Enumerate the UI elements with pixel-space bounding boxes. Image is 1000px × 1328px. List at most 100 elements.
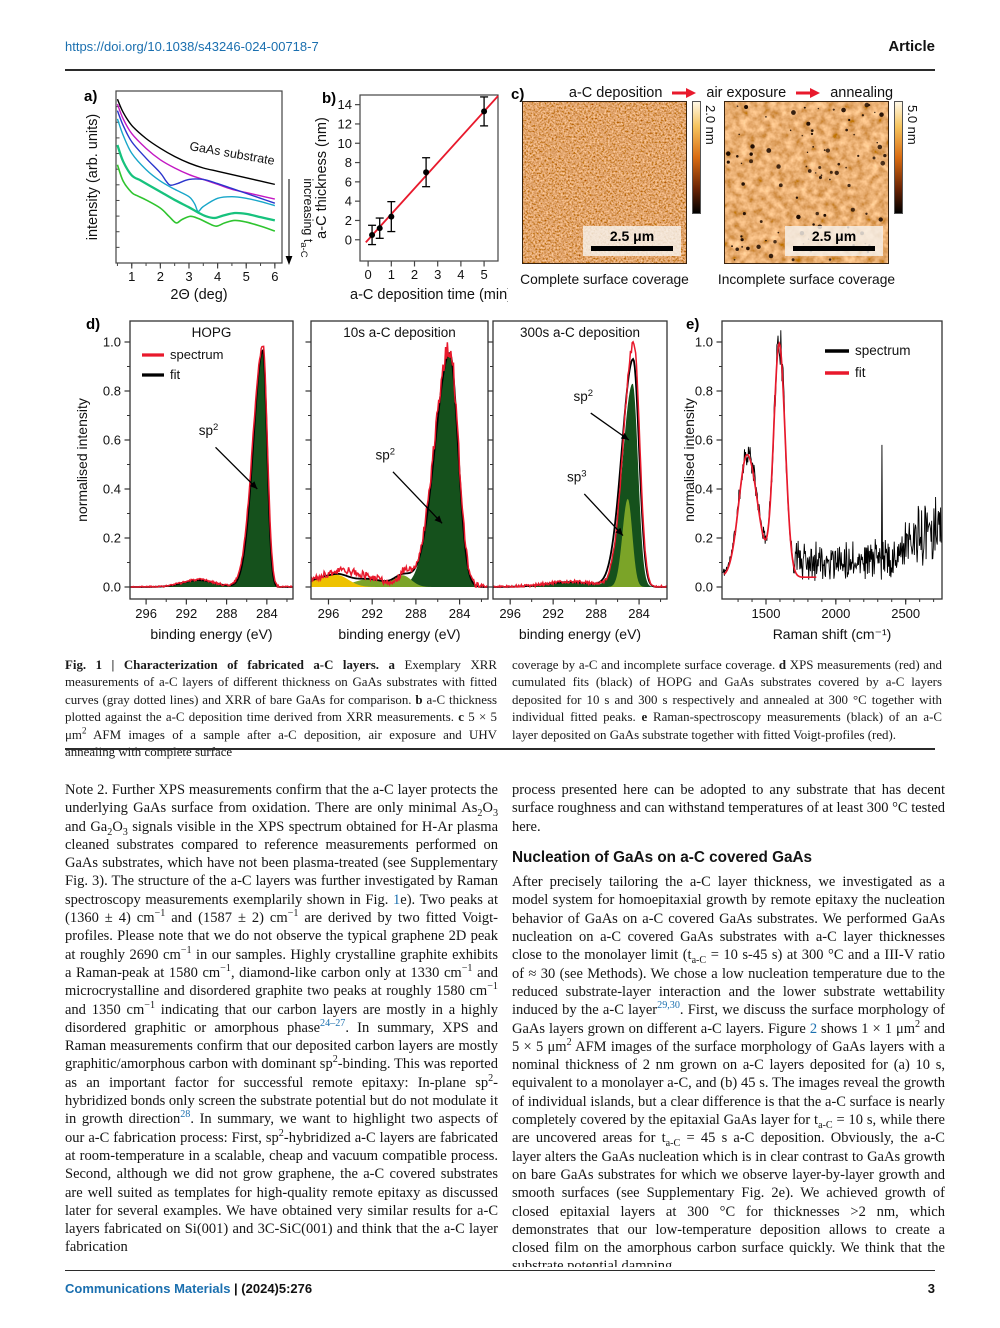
series-thick-5 (116, 164, 276, 232)
svg-text:0.8: 0.8 (103, 384, 121, 399)
afm-image-complete-coverage: 2.5 μm (522, 101, 687, 264)
svg-text:296: 296 (318, 606, 340, 621)
svg-text:0.0: 0.0 (103, 580, 121, 595)
svg-text:8: 8 (345, 155, 352, 170)
svg-text:spectrum: spectrum (170, 347, 223, 362)
figure-caption-right: coverage by a-C and incomplete surface c… (512, 658, 942, 742)
svg-text:0.2: 0.2 (695, 531, 713, 546)
panel-c-afm: a-C deposition air exposure annealing 2.… (510, 85, 942, 313)
svg-text:binding energy (eV): binding energy (eV) (338, 626, 460, 642)
fitted-peak-fill (130, 350, 293, 587)
svg-text:6: 6 (271, 269, 278, 284)
scale-bar: 2.5 μm (583, 226, 681, 256)
svg-text:fit: fit (170, 367, 181, 382)
panel-c-label: c) (511, 86, 525, 103)
process-step-annealing: annealing (830, 85, 894, 101)
series-thick-4 (116, 144, 276, 222)
footer: Communications Materials | (2024)5:276 3 (65, 1281, 935, 1296)
svg-text:2Θ (deg): 2Θ (deg) (170, 287, 227, 303)
svg-text:5: 5 (480, 267, 487, 282)
svg-text:binding energy (eV): binding energy (eV) (519, 626, 641, 642)
svg-text:296: 296 (499, 606, 521, 621)
svg-text:3: 3 (434, 267, 441, 282)
height-colorbar (894, 101, 903, 214)
doi-link[interactable]: https://doi.org/10.1038/s43246-024-00718… (65, 39, 319, 54)
linear-fit (365, 95, 499, 243)
voigt-fit-line (723, 341, 817, 579)
svg-text:normalised intensity: normalised intensity (681, 398, 697, 522)
svg-text:0.4: 0.4 (695, 482, 713, 497)
red-arrow-icon (796, 88, 821, 98)
svg-text:1.0: 1.0 (103, 335, 121, 350)
svg-text:284: 284 (628, 606, 650, 621)
svg-text:292: 292 (175, 606, 197, 621)
xps-subplot-300s a-C deposition: 296 292 288 284 binding energy (eV) 300s a-C … (487, 320, 668, 642)
svg-text:normalised intensity: normalised intensity (74, 398, 90, 522)
afm-caption-incomplete: Incomplete surface coverage (717, 272, 896, 287)
xrr-plot: 1 2 3 4 5 6 2Θ (deg) intensity (arb. units) GaAs… (85, 90, 315, 303)
panel-e-label: e) (686, 316, 700, 333)
article-label: Article (888, 38, 935, 55)
fitted-peak-fill (311, 574, 488, 587)
svg-text:2500: 2500 (891, 606, 920, 621)
svg-text:12: 12 (338, 116, 352, 131)
svg-text:0: 0 (365, 267, 372, 282)
raman-plot: 1500 2000 2500 0.0 0.2 0.4 0.6 0.8 1.0 Raman shif… (681, 320, 943, 642)
xps-plots: normalised intensity 296 292 288 284 0.0 0.2 0.… (74, 320, 668, 642)
gaas-substrate-annotation: GaAs substrate (188, 139, 275, 168)
section-heading: Nucleation of GaAs on a-C covered GaAs (512, 848, 813, 866)
svg-text:1: 1 (388, 267, 395, 282)
svg-text:2: 2 (345, 213, 352, 228)
svg-text:14: 14 (338, 97, 352, 112)
scale-bar-line (591, 246, 673, 251)
journal-link[interactable]: Communications Materials (65, 1281, 231, 1296)
panel-d-label: d) (86, 316, 101, 333)
svg-text:0.0: 0.0 (695, 580, 713, 595)
svg-text:1.0: 1.0 (695, 335, 713, 350)
panel-b-label: b) (322, 90, 337, 107)
red-arrow-icon (672, 88, 697, 98)
panel-e-raman-chart: 1500 2000 2500 0.0 0.2 0.4 0.6 0.8 1.0 Raman shif… (680, 315, 950, 649)
data-point (369, 231, 376, 238)
process-step-deposition: a-C deposition (568, 85, 663, 101)
panel-a-xrr-chart: 1 2 3 4 5 6 2Θ (deg) intensity (arb. units) GaAs… (83, 87, 318, 313)
svg-text:288: 288 (585, 606, 607, 621)
series-thin-2 (116, 110, 276, 204)
svg-text:3: 3 (185, 269, 192, 284)
citation-text: | (2024)5:276 (230, 1281, 313, 1296)
xps-subplot-HOPG: 296 292 288 284 0.0 0.2 0.4 0.6 0.8 1.0 binding en… (103, 320, 294, 642)
sp-annotation: sp2 (376, 447, 396, 463)
sp-annotation: sp2 (199, 422, 219, 438)
svg-text:intensity (arb. units): intensity (arb. units) (85, 114, 101, 241)
body-right-column: process presented here can be adopted to… (512, 781, 945, 1267)
paragraph: Note 2. Further XPS measurements confirm… (65, 782, 498, 1256)
height-colorbar (692, 101, 701, 214)
svg-text:288: 288 (216, 606, 238, 621)
svg-text:10: 10 (338, 136, 352, 151)
colorbar-scale-label: 5.0 nm (905, 105, 920, 145)
svg-text:6: 6 (345, 174, 352, 189)
svg-text:284: 284 (256, 606, 278, 621)
data-point (376, 225, 383, 232)
svg-text:0.6: 0.6 (103, 433, 121, 448)
svg-text:0.4: 0.4 (103, 482, 121, 497)
increasing-thickness-label: increasing ta-C (298, 178, 315, 257)
panel-b-thickness-chart: 0 2 4 6 8 10 12 14 0 1 2 3 4 5 a-C deposition time (mi… (310, 87, 508, 313)
svg-text:2: 2 (411, 267, 418, 282)
data-point (388, 213, 395, 220)
subplot-title: HOPG (192, 325, 232, 340)
svg-text:1500: 1500 (752, 606, 781, 621)
scale-bar-line (793, 246, 875, 251)
fitted-peak-fill (493, 498, 667, 587)
svg-text:0.6: 0.6 (695, 433, 713, 448)
series-thin-1 (116, 103, 276, 200)
svg-text:2000: 2000 (821, 606, 850, 621)
paragraph: process presented here can be adopted to… (512, 782, 945, 835)
afm-caption-complete: Complete surface coverage (520, 272, 689, 287)
scale-bar-label: 2.5 μm (609, 228, 655, 244)
series-GaAs-substrate (116, 98, 276, 186)
footer-citation: Communications Materials | (2024)5:276 (65, 1281, 312, 1296)
svg-text:4: 4 (457, 267, 464, 282)
svg-text:fit: fit (855, 365, 866, 380)
